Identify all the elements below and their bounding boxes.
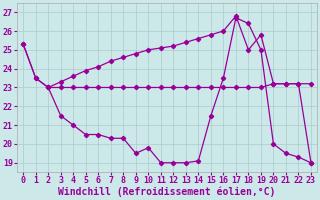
X-axis label: Windchill (Refroidissement éolien,°C): Windchill (Refroidissement éolien,°C) xyxy=(58,187,276,197)
